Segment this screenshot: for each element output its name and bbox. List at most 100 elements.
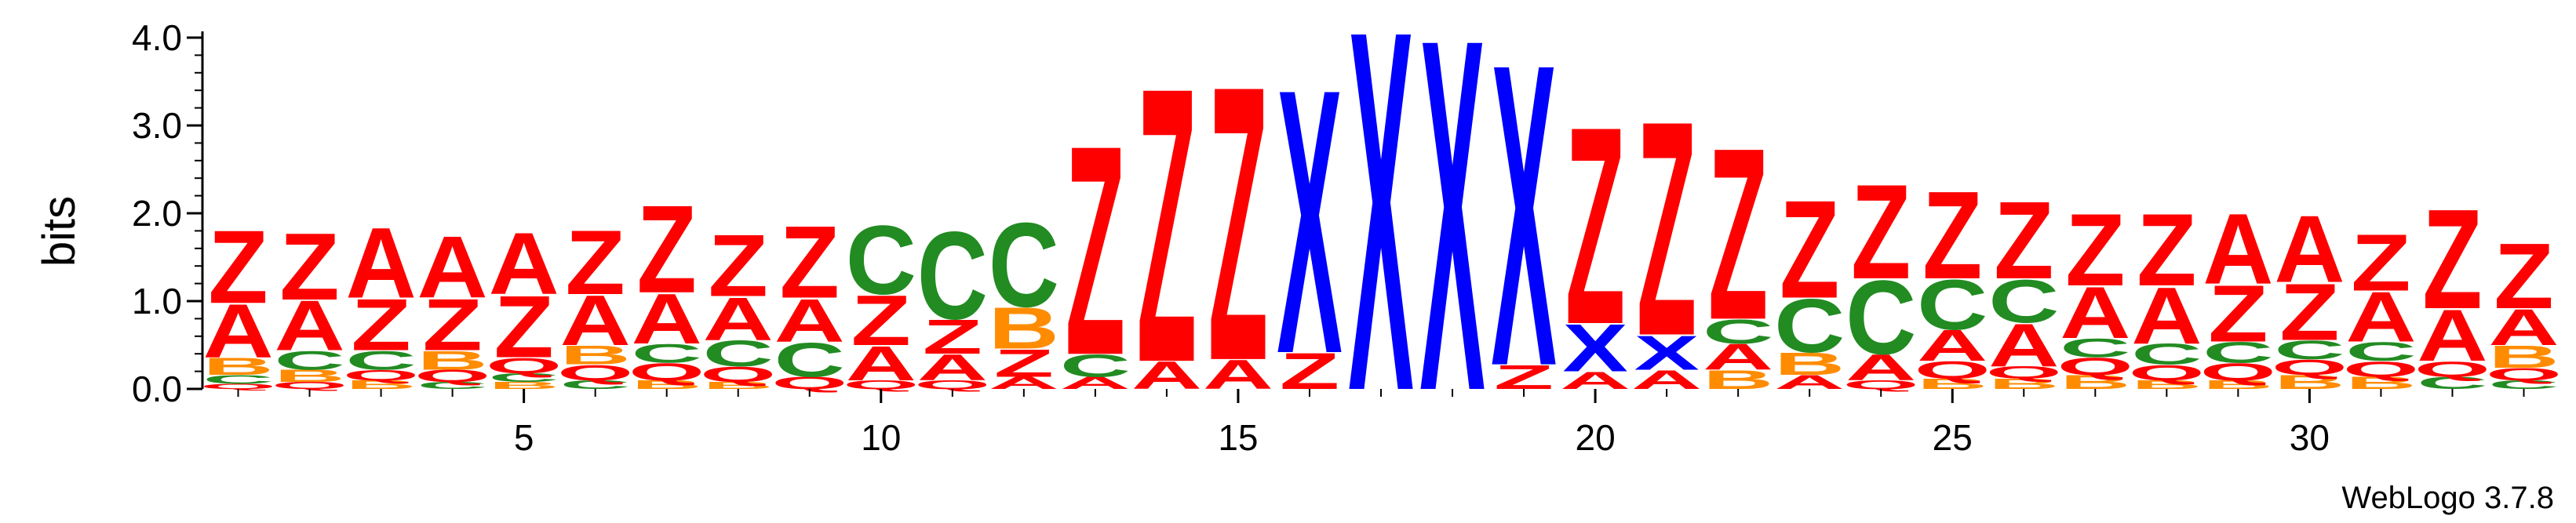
logo-glyph-Z-pos-1: Z (208, 209, 268, 325)
logo-glyph-A-pos-33: A (2488, 299, 2559, 356)
logo-glyph-A-pos-10: A (846, 336, 916, 390)
logo-glyph-Z-pos-8: Z (709, 216, 768, 315)
logo-glyph-B-pos-3: B (346, 378, 417, 392)
logo-glyph-B-pos-28: B (2131, 378, 2202, 392)
logo-glyph-C-pos-7: C (632, 339, 702, 369)
logo-glyph-Q-pos-6: Q (557, 361, 633, 385)
logo-glyph-C-pos-10: C (846, 206, 916, 315)
logo-glyph-Z-pos-21: Z (1637, 56, 1696, 400)
logo-glyph-Q-pos-31: Q (2343, 357, 2419, 381)
logo-glyph-A-pos-3: A (346, 206, 417, 319)
logo-glyph-A-pos-4: A (417, 218, 488, 317)
logo-glyph-B-pos-26: B (1988, 376, 2059, 392)
logo-glyph-B-pos-4: B (417, 346, 488, 376)
logo-glyph-C-pos-6: C (560, 378, 631, 392)
logo-glyph-B-pos-1: B (202, 353, 273, 380)
logo-glyph-Z-pos-14: Z (1137, 7, 1197, 445)
logo-glyph-A-pos-32: A (2417, 295, 2487, 377)
x-tick-label: 20 (1576, 417, 1616, 458)
logo-glyph-X-pos-21: X (1634, 325, 1699, 380)
logo-glyph-C-pos-31: C (2345, 336, 2416, 366)
logo-glyph-B-pos-6: B (560, 340, 631, 370)
logo-glyph-Z-pos-10: Z (851, 281, 911, 361)
logo-glyph-B-pos-33: B (2488, 339, 2559, 375)
y-axis-label: bits (34, 196, 85, 267)
logo-glyph-B-pos-5: B (489, 380, 559, 391)
logo-glyph-C-pos-28: C (2131, 338, 2202, 371)
logo-glyph-Z-pos-27: Z (2065, 193, 2125, 308)
logo-glyph-C-pos-4: C (417, 380, 488, 391)
x-tick-label: 25 (1933, 417, 1973, 458)
logo-glyph-C-pos-26: C (1988, 267, 2059, 336)
logo-glyph-B-pos-2: B (274, 366, 344, 385)
logo-glyph-C-pos-2: C (274, 346, 344, 376)
logo-glyph-A-pos-30: A (2274, 196, 2345, 303)
logo-glyph-X-pos-20: X (1562, 311, 1627, 386)
logo-glyph-Z-pos-9: Z (780, 205, 840, 321)
y-tick-label: 2.0 (132, 193, 182, 234)
logo-glyph-A-pos-7: A (632, 279, 702, 358)
logo-glyph-A-pos-2: A (274, 286, 344, 365)
logo-glyph-Q-pos-26: Q (1986, 363, 2062, 382)
logo-glyph-C-pos-30: C (2274, 335, 2345, 365)
logo-glyph-A-pos-26: A (1988, 311, 2059, 380)
logo-glyph-C-pos-11: C (917, 206, 988, 346)
logo-glyph-A-pos-11: A (917, 347, 988, 388)
logo-glyph-A-pos-24: A (1845, 347, 1916, 388)
logo-glyph-Q-pos-10: Q (843, 378, 919, 392)
logo-glyph-A-pos-8: A (703, 285, 774, 353)
logo-glyph-C-pos-29: C (2203, 336, 2273, 369)
logo-glyph-stacks: QCBAZQBCAZBQCZACQBZABCQZACQBAZBQCAZBQCAZ… (200, 0, 2562, 499)
logo-glyph-A-pos-27: A (2060, 272, 2130, 354)
logo-glyph-Z-pos-28: Z (2137, 193, 2196, 308)
logo-glyph-Q-pos-4: Q (414, 366, 490, 385)
logo-glyph-Q-pos-25: Q (1915, 357, 1991, 384)
logo-glyph-Q-pos-2: Q (271, 380, 348, 391)
axes: 0.0 1.0 2.0 3.0 4.0 5 10 15 20 25 30 (132, 17, 2525, 458)
logo-glyph-Q-pos-29: Q (2200, 358, 2276, 386)
logo-glyph-B-pos-7: B (632, 378, 702, 392)
logo-glyph-A-pos-22: A (1703, 336, 1773, 377)
logo-glyph-Q-pos-27: Q (2057, 353, 2133, 380)
logo-glyph-X-pos-17: X (1348, 0, 1414, 499)
logo-glyph-Z-pos-11: Z (923, 310, 982, 365)
logo-glyph-Z-pos-25: Z (1922, 165, 1982, 305)
logo-glyph-Z-pos-24: Z (1851, 156, 1911, 307)
logo-glyph-Q-pos-32: Q (2414, 357, 2490, 381)
logo-glyph-Q-pos-3: Q (343, 367, 419, 383)
logo-glyph-C-pos-9: C (774, 332, 845, 387)
y-tick-label: 3.0 (132, 105, 182, 146)
logo-glyph-C-pos-3: C (346, 346, 417, 376)
logo-glyph-Q-pos-24: Q (1843, 378, 1919, 392)
logo-glyph-Z-pos-33: Z (2494, 224, 2553, 329)
logo-glyph-Z-pos-15: Z (1208, 5, 1268, 442)
logo-glyph-C-pos-5: C (489, 371, 559, 385)
x-tick-label: 30 (2290, 417, 2330, 458)
x-tick-label: 5 (514, 417, 534, 458)
logo-glyph-Q-pos-1: Q (200, 383, 276, 391)
logo-glyph-Q-pos-8: Q (700, 362, 776, 387)
logo-glyph-Z-pos-12: Z (994, 342, 1054, 386)
x-tick-label: 10 (861, 417, 901, 458)
logo-glyph-Z-pos-30: Z (2279, 267, 2339, 357)
logo-glyph-C-pos-23: C (1774, 283, 1845, 368)
y-tick-label: 1.0 (132, 281, 182, 321)
logo-glyph-B-pos-12: B (989, 296, 1059, 361)
logo-glyph-B-pos-8: B (703, 380, 774, 391)
logo-glyph-Z-pos-4: Z (422, 285, 482, 367)
logo-glyph-A-pos-25: A (1917, 321, 1988, 370)
logo-glyph-C-pos-33: C (2488, 378, 2559, 392)
logo-glyph-X-pos-18: X (1419, 0, 1485, 496)
logo-glyph-Q-pos-30: Q (2272, 355, 2348, 380)
logo-glyph-A-pos-29: A (2203, 192, 2273, 305)
logo-glyph-Z-pos-22: Z (1708, 97, 1768, 371)
logo-glyph-C-pos-13: C (1060, 348, 1131, 384)
logo-glyph-Q-pos-33: Q (2486, 365, 2562, 383)
logo-glyph-Z-pos-29: Z (2208, 269, 2268, 359)
logo-glyph-Z-pos-2: Z (279, 213, 339, 320)
logo-glyph-B-pos-29: B (2203, 378, 2273, 392)
logo-glyph-C-pos-25: C (1917, 265, 1988, 344)
logo-glyph-B-pos-23: B (1774, 346, 1845, 382)
logo-glyph-Z-pos-7: Z (637, 180, 697, 319)
